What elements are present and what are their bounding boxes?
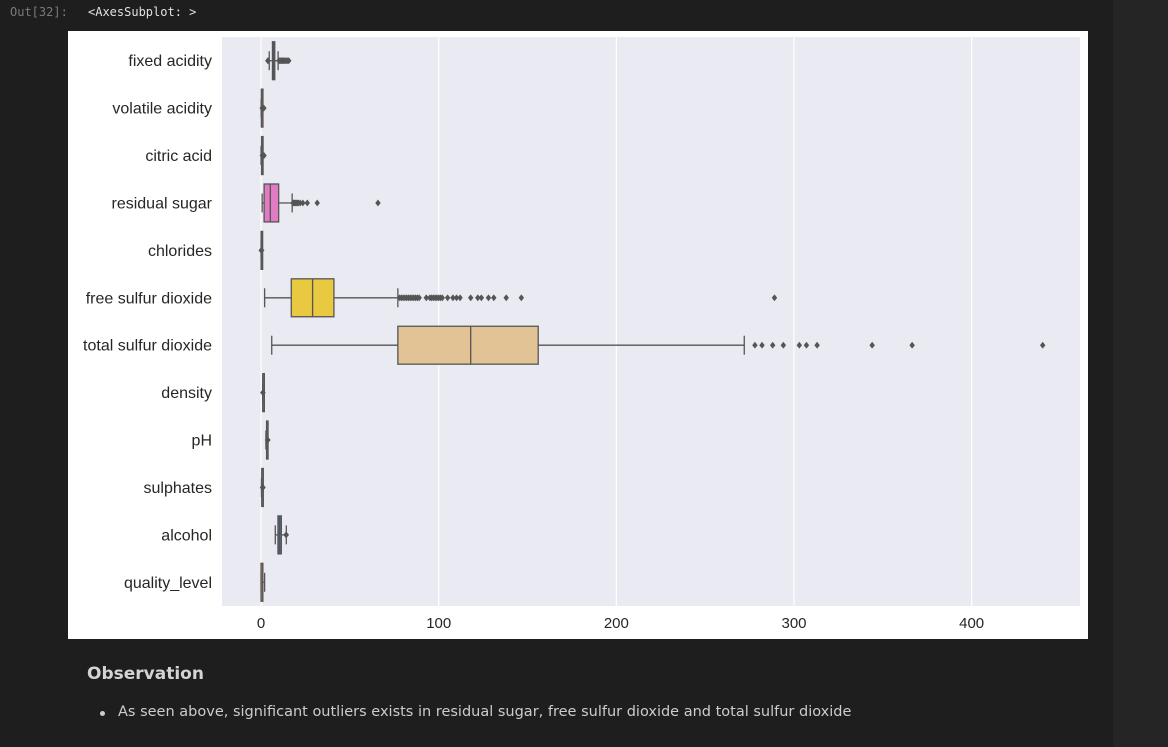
outlier-point bbox=[423, 294, 430, 302]
outlier-point bbox=[491, 294, 497, 302]
x-tick-labels: 0 100 200 300 400 bbox=[257, 615, 984, 632]
x-tick-label: 200 bbox=[604, 615, 629, 632]
outlier-point bbox=[416, 294, 422, 302]
outlier-point bbox=[759, 341, 765, 349]
outlier-point bbox=[803, 341, 810, 349]
outlier-point bbox=[453, 294, 460, 302]
outlier-point bbox=[260, 484, 266, 491]
outlier-point bbox=[261, 104, 267, 112]
observation-list: As seen above, significant outliers exis… bbox=[100, 704, 851, 720]
outlier-point bbox=[439, 294, 445, 302]
y-tick-label: quality_level bbox=[124, 575, 212, 592]
outlier-point bbox=[375, 199, 381, 207]
observation-bullet-item: As seen above, significant outliers exis… bbox=[100, 704, 851, 720]
box-sulphates bbox=[259, 467, 266, 508]
x-tick-label: 300 bbox=[781, 615, 806, 632]
box-quality-level bbox=[260, 562, 266, 602]
y-tick-label: alcohol bbox=[161, 527, 212, 544]
box-iqr bbox=[397, 325, 539, 365]
y-tick-labels: fixed acidity volatile acidity citric acid… bbox=[83, 53, 213, 592]
y-tick-label: chlorides bbox=[148, 243, 212, 260]
outlier-point bbox=[265, 436, 271, 444]
outlier-point bbox=[467, 294, 474, 302]
observation-bullet-text: As seen above, significant outliers exis… bbox=[118, 704, 852, 720]
y-tick-label: residual sugar bbox=[112, 195, 213, 212]
outlier-point bbox=[769, 341, 776, 349]
outlier-point bbox=[261, 152, 267, 159]
outlier-point bbox=[780, 341, 787, 349]
boxplot-figure: fixed acidity volatile acidity citric acid… bbox=[68, 31, 1088, 639]
box-citric-acid bbox=[259, 135, 267, 176]
boxes-layer bbox=[258, 41, 1046, 602]
box-total-sulfur-dioxide bbox=[271, 325, 1046, 365]
outlier-point bbox=[450, 294, 456, 302]
grid-lines bbox=[260, 37, 973, 606]
box-ph bbox=[264, 420, 271, 460]
outlier-point bbox=[286, 57, 292, 65]
outlier-point bbox=[1039, 341, 1046, 349]
box-free-sulfur-dioxide bbox=[263, 278, 778, 318]
x-tick-label: 100 bbox=[426, 615, 451, 632]
outlier-point bbox=[444, 294, 451, 302]
y-tick-label: free sulfur dioxide bbox=[86, 290, 212, 307]
y-tick-label: total sulfur dioxide bbox=[83, 338, 212, 355]
x-tick-label: 0 bbox=[257, 615, 265, 632]
y-tick-label: density bbox=[161, 385, 212, 402]
y-tick-label: fixed acidity bbox=[128, 53, 212, 70]
box-alcohol bbox=[274, 515, 290, 555]
y-tick-label: citric acid bbox=[145, 148, 212, 165]
outlier-point bbox=[796, 341, 803, 349]
outlier-point bbox=[909, 341, 915, 349]
outlier-point bbox=[478, 294, 485, 302]
outlier-point bbox=[869, 341, 875, 349]
outlier-point bbox=[475, 294, 481, 302]
box-density bbox=[260, 373, 266, 413]
box-volatile-acidity bbox=[259, 88, 267, 128]
notebook-output-area: Out[32]: <AxesSubplot: > fixed acidity vo… bbox=[10, 5, 1088, 720]
y-tick-label: volatile acidity bbox=[112, 101, 212, 118]
y-tick-label: sulphates bbox=[144, 480, 213, 497]
outlier-point bbox=[485, 294, 492, 302]
plot-area bbox=[222, 37, 1080, 606]
outlier-point bbox=[260, 389, 266, 397]
x-tick-label: 400 bbox=[959, 615, 984, 632]
outlier-point bbox=[752, 341, 758, 349]
observation-heading: Observation bbox=[87, 664, 204, 684]
outlier-point bbox=[314, 199, 320, 207]
box-fixed-acidity bbox=[265, 41, 292, 81]
output-text: <AxesSubplot: > bbox=[88, 5, 197, 19]
bullet-dot bbox=[100, 711, 105, 716]
boxplot-chart: fixed acidity volatile acidity citric acid… bbox=[83, 37, 1080, 632]
output-prompt: Out[32]: bbox=[10, 5, 68, 19]
outlier-point bbox=[457, 294, 463, 302]
outlier-point bbox=[771, 294, 778, 302]
outlier-point bbox=[814, 341, 820, 349]
box-iqr bbox=[263, 183, 280, 223]
y-tick-label: pH bbox=[192, 433, 212, 450]
right-gutter bbox=[1113, 0, 1168, 747]
box-residual-sugar bbox=[261, 183, 381, 223]
outlier-point bbox=[503, 294, 509, 302]
outlier-point bbox=[518, 294, 525, 302]
